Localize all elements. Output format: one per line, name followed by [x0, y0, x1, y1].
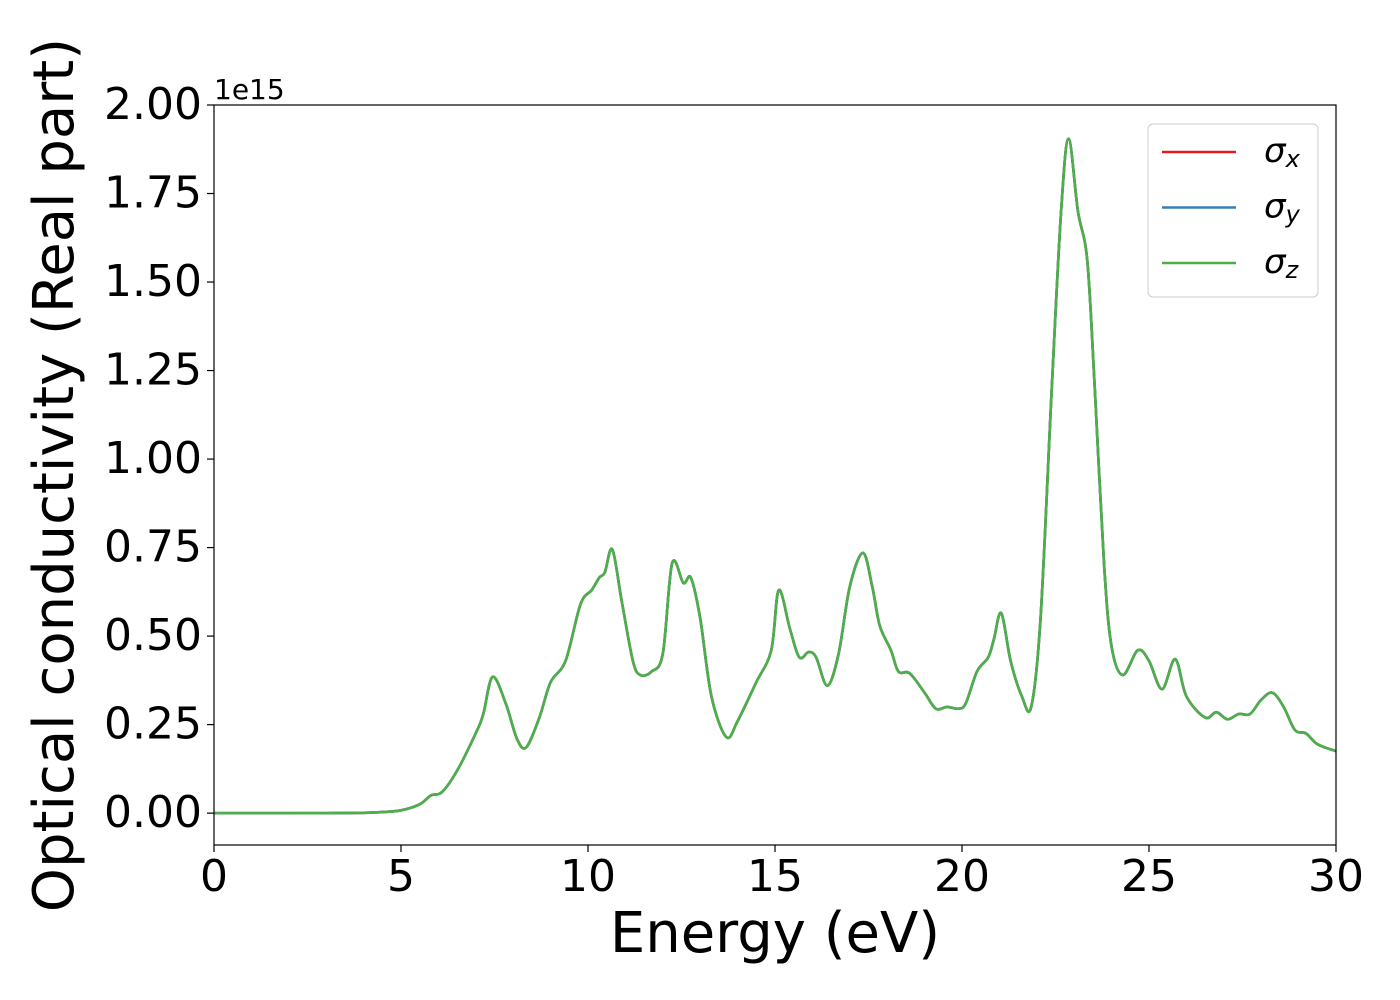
x-tick-label: 5: [387, 851, 415, 902]
y-tick-label: 0.00: [104, 787, 202, 838]
x-tick-label: 30: [1308, 851, 1364, 902]
y-tick-label: 1.50: [104, 256, 202, 307]
plot-frame: [213, 104, 1337, 846]
y-axis-label: Optical conductivity (Real part): [22, 38, 87, 912]
y-tick-label: 0.50: [104, 610, 202, 661]
x-tick-label: 25: [1121, 851, 1177, 902]
series-line: [214, 137, 1336, 815]
legend-label: σz: [1264, 242, 1300, 285]
y-tick-label: 1.00: [104, 433, 202, 484]
x-tick-label: 10: [560, 851, 616, 902]
x-tick-label: 0: [200, 851, 228, 902]
legend-label: σx: [1264, 131, 1301, 174]
legend-label: σy: [1264, 186, 1301, 229]
y-tick-label: 1.25: [104, 345, 202, 396]
offset-text: 1e15: [214, 73, 285, 106]
x-tick-label: 15: [747, 851, 803, 902]
y-tick-label: 0.25: [104, 699, 202, 750]
y-tick-label: 2.00: [104, 79, 202, 130]
legend-box: [1147, 123, 1319, 298]
x-tick-label: 20: [934, 851, 990, 902]
y-tick-label: 0.75: [104, 522, 202, 573]
x-axis-label: Energy (eV): [610, 901, 940, 966]
y-tick-label: 1.75: [104, 168, 202, 219]
